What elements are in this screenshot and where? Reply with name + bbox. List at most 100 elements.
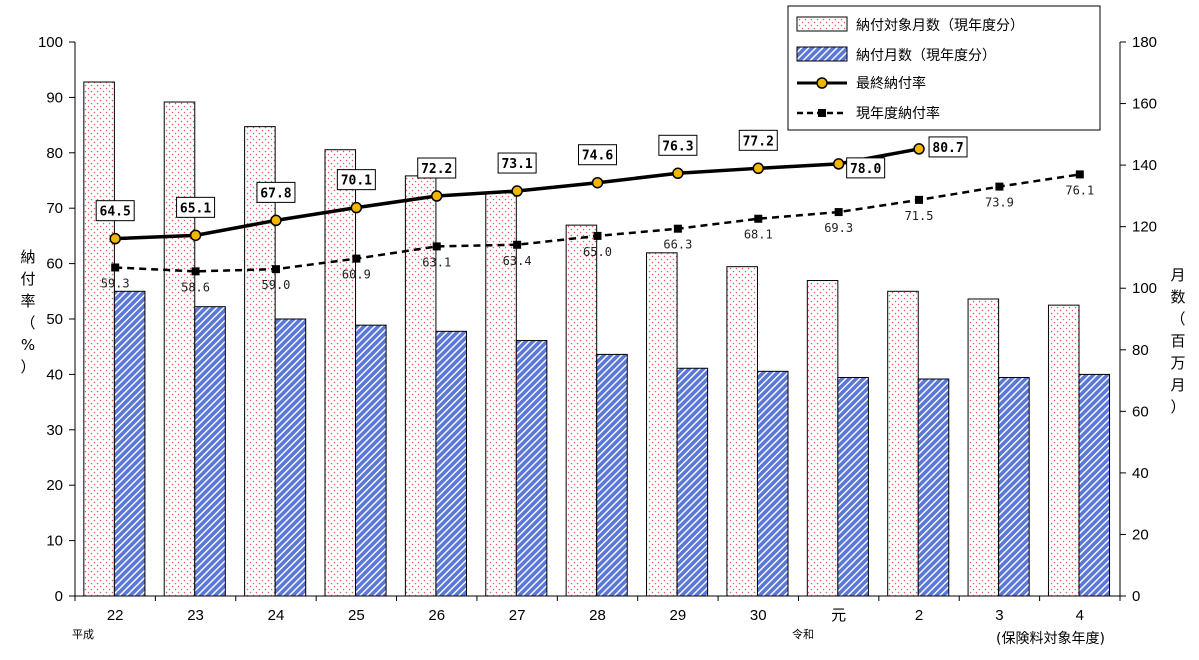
left-tick-label: 40 — [46, 366, 63, 383]
marker-current-rate — [432, 242, 441, 251]
data-label-box-final-rate — [578, 144, 617, 166]
data-label-current-rate: 71.5 — [905, 209, 934, 223]
legend: 納付対象月数（現年度分） 納付月数（現年度分） 最終納付率 現年度納付率 — [787, 5, 1101, 131]
marker-final-rate — [430, 190, 443, 202]
bar-paid-months — [998, 376, 1030, 597]
data-label-final-rate: 80.7 — [932, 141, 963, 156]
marker-final-rate — [350, 201, 363, 214]
era-label-reiwa: 令和 — [792, 627, 814, 641]
data-label-current-rate: 59.0 — [262, 278, 291, 292]
left-tick-label: 70 — [46, 200, 63, 217]
right-tick-label: 0 — [1132, 588, 1140, 605]
data-label-box-final-rate — [497, 152, 537, 174]
bar-paid-months — [676, 367, 709, 597]
legend-label-current-rate: 現年度納付率 — [856, 105, 940, 122]
marker-final-rate — [832, 158, 845, 170]
bar-target-months — [726, 266, 758, 597]
left-tick-label: 60 — [46, 256, 63, 273]
data-label-current-rate: 68.1 — [744, 228, 773, 242]
left-tick-label: 50 — [46, 311, 63, 328]
x-axis-note: (保険料対象年度) — [996, 631, 1105, 647]
marker-final-rate — [109, 232, 121, 245]
x-axis-categories: 22 23 24 25 26 27 28 29 30 元 2 3 4 — [74, 595, 1121, 624]
data-label-final-rate: 70.1 — [341, 174, 372, 189]
data-label-final-rate: 73.1 — [501, 157, 532, 172]
right-axis-title: 月数（百万月） — [1170, 266, 1185, 416]
marker-final-rate — [189, 229, 202, 242]
left-axis: 0 10 20 30 40 50 60 70 80 90 100 — [38, 34, 76, 605]
x-tick-label: 24 — [268, 607, 285, 624]
marker-current-rate — [271, 265, 280, 274]
bar-target-months — [83, 81, 115, 597]
x-tick-label: 28 — [589, 607, 606, 624]
bar-paid-months — [756, 370, 789, 597]
data-label-current-rate: 69.3 — [824, 221, 853, 235]
left-tick-label: 20 — [46, 477, 63, 494]
marker-final-rate — [752, 162, 765, 175]
data-label-box-final-rate — [846, 157, 886, 179]
legend-swatch-target-months — [796, 16, 848, 32]
data-label-box-final-rate — [417, 157, 457, 179]
data-label-current-rate: 59.3 — [101, 276, 130, 290]
marker-current-rate — [593, 231, 602, 240]
right-tick-label: 40 — [1132, 465, 1149, 482]
bar-target-months — [163, 101, 196, 597]
right-tick-label: 60 — [1132, 403, 1149, 420]
marker-final-rate — [511, 185, 523, 197]
data-label-final-rate: 65.1 — [180, 201, 211, 216]
bar-target-months — [1047, 304, 1080, 597]
left-tick-label: 80 — [46, 145, 63, 162]
x-tick-label: 27 — [509, 607, 526, 624]
data-label-final-rate: 76.3 — [662, 139, 693, 154]
marker-current-rate — [352, 254, 361, 263]
bar-target-months — [565, 224, 598, 597]
bar-paid-months — [274, 318, 307, 597]
era-label-heisei: 平成 — [72, 628, 94, 641]
data-label-final-rate: 74.6 — [582, 149, 613, 164]
bar-paid-months — [596, 353, 628, 597]
right-tick-label: 120 — [1132, 219, 1157, 236]
x-tick-label: 4 — [1076, 607, 1084, 624]
bar-paid-months — [113, 290, 146, 597]
right-axis: 0 20 40 60 80 100 120 140 160 180 — [1119, 34, 1157, 605]
x-tick-label: 元 — [831, 607, 846, 624]
bar-paid-months — [435, 330, 467, 597]
legend-label-final-rate: 最終納付率 — [856, 75, 926, 92]
bars-layer — [83, 81, 1111, 597]
marker-current-rate — [673, 224, 682, 233]
legend-label-target-months: 納付対象月数（現年度分） — [856, 18, 1024, 34]
data-label-final-rate: 77.2 — [743, 134, 774, 149]
x-tick-label: 3 — [995, 607, 1003, 624]
marker-current-rate — [834, 208, 843, 217]
left-tick-label: 100 — [38, 34, 63, 51]
right-tick-label: 100 — [1132, 280, 1157, 297]
bar-target-months — [485, 192, 517, 597]
data-label-current-rate: 60.9 — [342, 268, 371, 282]
marker-current-rate — [754, 214, 763, 223]
bar-paid-months — [1078, 373, 1111, 597]
bar-target-months — [967, 298, 1000, 597]
right-tick-label: 140 — [1132, 157, 1157, 174]
bar-paid-months — [194, 306, 226, 597]
bar-paid-months — [515, 340, 548, 597]
data-label-box-final-rate — [658, 134, 698, 156]
bar-target-months — [244, 126, 276, 597]
bar-target-months — [404, 175, 437, 597]
legend-marker-current-rate — [818, 109, 826, 117]
data-label-current-rate: 63.1 — [422, 255, 451, 269]
marker-final-rate — [672, 167, 684, 180]
data-label-current-rate: 73.9 — [985, 196, 1014, 210]
data-label-current-rate: 58.6 — [181, 280, 210, 294]
data-label-box-final-rate — [738, 129, 778, 151]
left-tick-label: 10 — [46, 533, 63, 550]
data-label-current-rate: 65.0 — [583, 245, 612, 259]
legend-swatch-paid-months — [796, 46, 848, 62]
left-tick-label: 90 — [46, 89, 63, 106]
data-label-current-rate: 66.3 — [663, 238, 692, 252]
right-tick-label: 80 — [1132, 342, 1149, 359]
left-tick-label: 0 — [55, 588, 63, 605]
marker-final-rate — [913, 143, 925, 155]
marker-current-rate — [995, 182, 1004, 191]
data-label-final-rate: 72.2 — [421, 162, 452, 177]
